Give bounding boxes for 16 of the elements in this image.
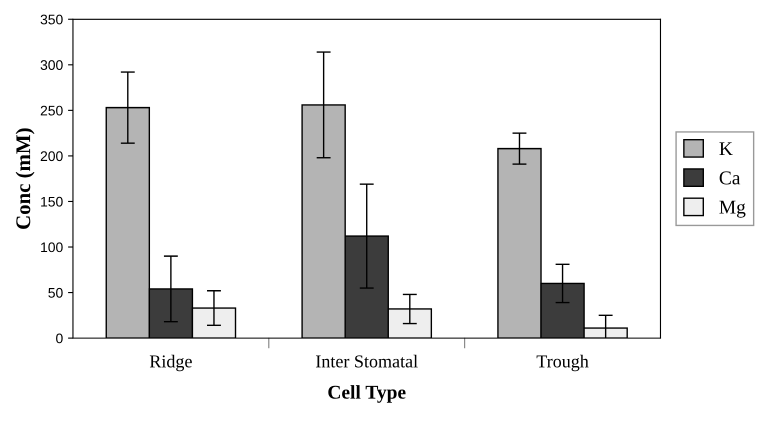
legend-label: K [719, 142, 733, 156]
y-tick-label: 250 [40, 106, 63, 116]
x-axis-title: Cell Type [328, 385, 406, 403]
y-tick-label: 0 [56, 333, 63, 344]
x-tick-label: Inter Stomatal [316, 354, 418, 368]
y-tick-label: 350 [40, 14, 63, 24]
x-tick-label: Ridge [150, 354, 192, 372]
y-tick-label: 200 [40, 151, 63, 162]
legend-label: Mg [719, 200, 746, 218]
y-tick-label: 300 [40, 60, 63, 70]
legend-label: Ca [720, 171, 740, 184]
y-tick-label: 50 [48, 288, 63, 298]
x-tick-label: Trough [536, 354, 589, 372]
y-axis-title: Conc (mM) [16, 128, 35, 229]
y-tick-label: 100 [41, 242, 63, 252]
y-tick-label: 150 [41, 196, 63, 207]
